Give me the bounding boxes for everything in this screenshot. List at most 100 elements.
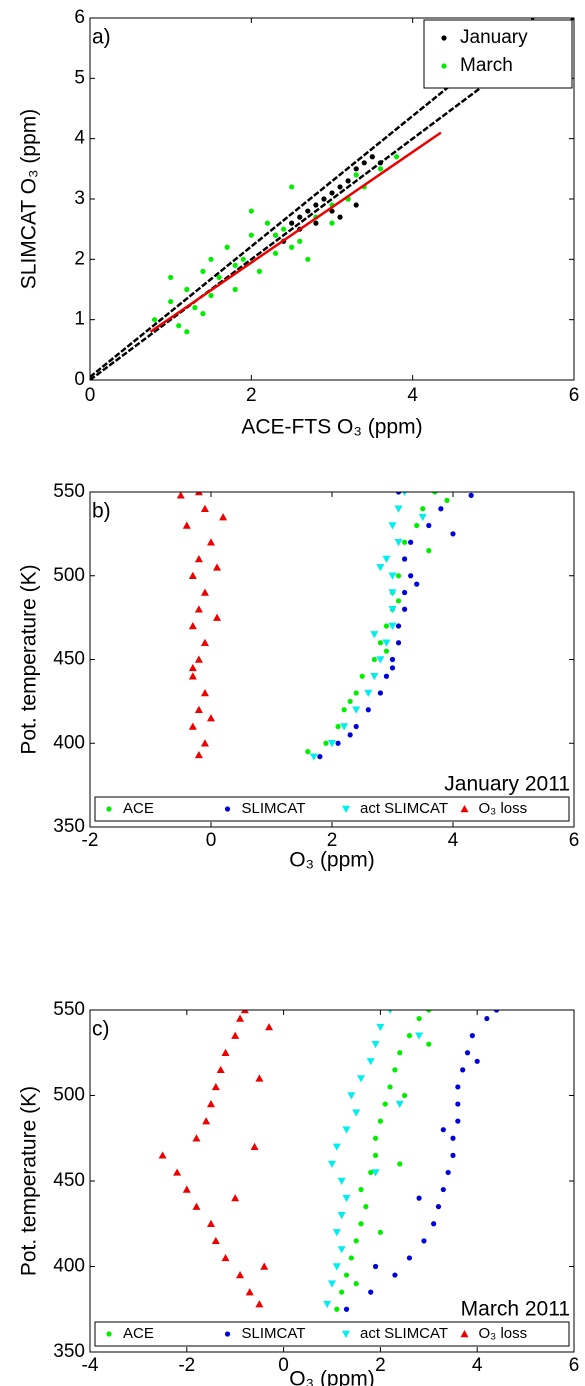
point (329, 220, 335, 226)
point (305, 256, 311, 262)
point (392, 1067, 398, 1073)
point (236, 1014, 245, 1022)
point (240, 1010, 249, 1014)
point (369, 154, 375, 160)
point (353, 723, 359, 730)
legend-marker (224, 1331, 231, 1337)
point (188, 722, 197, 730)
x-axis-label: O₃ (ppm) (289, 849, 375, 872)
panel: -2 0 2 4 6 350 400 450 500 550 O₃ (ppm) Pot. temper… (18, 481, 580, 872)
point (182, 521, 191, 529)
point (213, 563, 222, 571)
point (342, 1194, 351, 1203)
y-tick-label: 450 (53, 1170, 85, 1191)
point (216, 1065, 225, 1074)
legend-marker (441, 35, 447, 41)
point (343, 1306, 350, 1312)
legend-label: ACE (123, 1325, 154, 1342)
point (435, 1204, 442, 1210)
point (207, 1100, 215, 1108)
point (366, 1058, 375, 1066)
legend-label: SLIMCAT (242, 800, 306, 817)
point (231, 1031, 240, 1039)
point (455, 1101, 461, 1107)
point (305, 208, 311, 214)
point (347, 732, 353, 738)
point (406, 1033, 413, 1039)
point (297, 238, 303, 244)
point (332, 1143, 341, 1151)
y-tick-label: 5 (74, 67, 85, 88)
point (192, 305, 198, 311)
y-axis-label: SLIMCAT O₃ (ppm) (18, 109, 41, 289)
point (323, 1300, 332, 1309)
legend-marker (224, 806, 231, 812)
point (493, 1010, 500, 1013)
point (383, 623, 390, 629)
legend-label: SLIMCAT (242, 1325, 306, 1342)
point (387, 1084, 393, 1090)
point (207, 1219, 215, 1227)
y-tick-label: 450 (53, 649, 85, 670)
point (395, 492, 402, 495)
point (337, 1177, 346, 1185)
point (200, 268, 206, 274)
point (389, 665, 396, 671)
point (383, 648, 390, 654)
point (440, 1127, 446, 1133)
point (358, 1221, 364, 1227)
point (353, 166, 359, 172)
point (455, 1084, 461, 1090)
point (207, 538, 215, 546)
point (395, 1100, 404, 1109)
point (415, 1032, 424, 1040)
point (364, 689, 373, 697)
point (414, 522, 420, 529)
point (323, 740, 329, 746)
point (363, 1204, 369, 1210)
point (402, 539, 408, 545)
point (297, 214, 303, 220)
legend-box (94, 796, 570, 822)
legend-label: O₃ loss (479, 800, 528, 817)
legend-box (423, 19, 573, 89)
point (484, 1015, 490, 1022)
x-tick-label: -2 (178, 1355, 195, 1376)
point (221, 1253, 230, 1262)
panel: -4 -2 0 2 4 6 350 400 450 500 550 O₃ (ppm) Pot. temp… (18, 999, 580, 1386)
y-tick-label: 6 (74, 7, 85, 28)
legend-marker (342, 1330, 350, 1338)
point (194, 605, 203, 613)
point (357, 1075, 366, 1083)
point (221, 1048, 230, 1056)
point (416, 1195, 422, 1201)
point (168, 298, 174, 305)
point (339, 1289, 345, 1295)
point (272, 250, 279, 256)
point (264, 220, 271, 226)
point (421, 1238, 427, 1244)
legend-marker (342, 805, 350, 813)
point (445, 1169, 451, 1176)
point (372, 1263, 379, 1270)
point (377, 690, 383, 696)
point (151, 317, 158, 323)
point (248, 232, 254, 238)
point (200, 311, 206, 317)
point (352, 706, 361, 714)
point (353, 1238, 359, 1244)
point (208, 292, 214, 299)
legend-marker (460, 805, 469, 813)
point (337, 184, 343, 190)
point (402, 589, 408, 596)
y-tick-label: 4 (74, 128, 85, 149)
point (200, 588, 209, 596)
point (402, 1092, 408, 1099)
x-tick-label: 4 (407, 385, 418, 406)
y-tick-label: 1 (74, 309, 85, 330)
point (240, 256, 246, 262)
point (395, 573, 402, 579)
point (377, 640, 383, 646)
point (450, 531, 456, 537)
